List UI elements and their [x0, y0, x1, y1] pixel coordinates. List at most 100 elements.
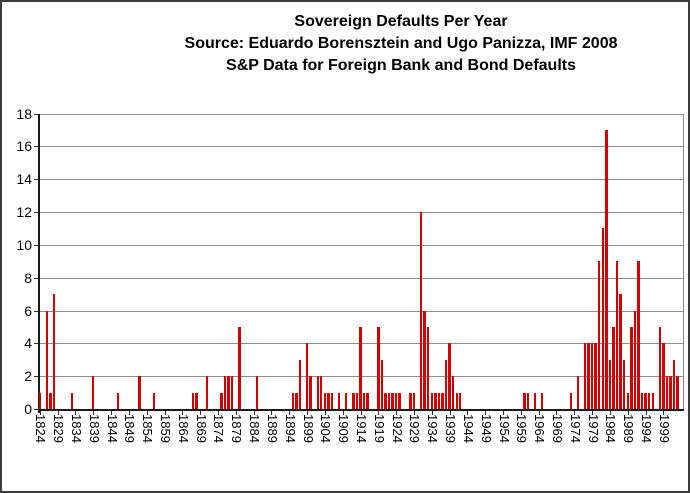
x-axis-tick — [413, 411, 415, 415]
bar-1963 — [533, 392, 537, 409]
y-axis-line — [38, 113, 40, 413]
bar-1941 — [455, 392, 458, 409]
bar-1999 — [662, 343, 665, 409]
x-axis-tick — [235, 411, 237, 415]
bar-1922 — [387, 392, 391, 409]
x-axis-tick — [342, 411, 344, 415]
x-axis-label: 1874 — [211, 414, 227, 443]
x-axis-label: 1909 — [336, 414, 352, 443]
bar-1828 — [52, 294, 56, 409]
y-axis-tick — [34, 146, 38, 148]
y-axis-tick — [34, 179, 38, 181]
bar-1871 — [206, 376, 209, 409]
y-axis-label: 10 — [16, 236, 32, 253]
gridline-y16 — [38, 146, 683, 148]
chart-subtitle-data: S&P Data for Foreign Bank and Bond Defau… — [226, 57, 576, 74]
y-axis-tick — [34, 244, 38, 246]
x-axis-label: 1839 — [86, 414, 102, 443]
bar-1839 — [92, 376, 95, 409]
x-axis-tick — [146, 411, 148, 415]
x-axis-tick — [592, 411, 594, 415]
plot-right-border — [683, 113, 684, 409]
x-axis-tick — [520, 411, 522, 415]
bar-1905 — [327, 392, 330, 409]
bar-1902 — [316, 376, 319, 409]
bar-1942 — [459, 392, 462, 409]
bar-1912 — [352, 392, 355, 409]
bar-1920 — [380, 359, 384, 409]
y-axis-label: 4 — [24, 335, 32, 352]
bar-1990 — [630, 326, 633, 409]
x-axis-label: 1939 — [443, 414, 459, 443]
x-axis-tick — [217, 411, 219, 415]
bar-1982 — [601, 228, 604, 409]
bar-1979 — [590, 343, 594, 409]
x-axis-tick — [57, 411, 59, 415]
bar-1826 — [45, 310, 49, 409]
bar-1846 — [116, 392, 120, 409]
x-axis-tick — [378, 411, 380, 415]
x-axis-label: 1994 — [639, 414, 655, 443]
bar-1868 — [195, 392, 198, 409]
bar-1985 — [612, 326, 615, 409]
chart-title: Sovereign Defaults Per Year — [294, 13, 508, 30]
y-axis-label: 14 — [16, 171, 32, 188]
bar-2000 — [665, 376, 669, 409]
x-axis-tick — [663, 411, 665, 415]
bar-1924 — [394, 392, 398, 409]
x-axis-label: 1959 — [514, 414, 530, 443]
gridline-y6 — [38, 310, 683, 312]
bar-1856 — [152, 392, 155, 409]
bar-1937 — [441, 392, 444, 409]
y-axis-label: 18 — [16, 105, 32, 122]
y-axis-tick — [34, 409, 38, 410]
bar-1916 — [366, 392, 369, 409]
bar-1899 — [305, 343, 309, 409]
x-axis-label: 1824 — [33, 414, 49, 443]
x-axis-label: 1864 — [175, 414, 191, 443]
bar-1875 — [220, 392, 223, 409]
x-axis-label: 1929 — [407, 414, 423, 443]
bar-1928 — [409, 392, 412, 409]
bar-1994 — [644, 392, 647, 409]
gridline-y18 — [38, 113, 683, 115]
bar-1925 — [398, 392, 401, 409]
bar-1975 — [576, 376, 580, 409]
bar-1933 — [427, 326, 430, 409]
bar-1903 — [320, 376, 323, 409]
y-axis-label: 0 — [24, 401, 32, 417]
x-axis-label: 1949 — [478, 414, 494, 443]
x-axis-label: 1924 — [389, 414, 405, 443]
bar-1914 — [359, 326, 362, 409]
x-axis-tick — [360, 411, 362, 415]
bar-1904 — [323, 392, 327, 409]
bar-1880 — [238, 326, 241, 409]
bar-1983 — [605, 129, 608, 409]
bar-1906 — [330, 392, 334, 409]
bar-1998 — [658, 326, 662, 409]
bar-1827 — [49, 392, 52, 409]
gridline-y10 — [38, 244, 683, 246]
x-axis-tick — [253, 411, 255, 415]
y-axis-tick — [34, 277, 38, 279]
x-axis-tick — [609, 411, 611, 415]
bar-1984 — [608, 359, 612, 409]
y-axis-label: 12 — [16, 204, 32, 220]
bar-1986 — [615, 261, 619, 409]
x-axis-tick — [111, 411, 113, 415]
x-axis-label: 1919 — [371, 414, 387, 443]
x-axis-tick — [574, 411, 576, 415]
x-axis-label: 1889 — [264, 414, 280, 443]
bar-1877 — [227, 376, 230, 409]
x-axis-tick — [128, 411, 130, 415]
bar-1936 — [437, 392, 441, 409]
chart-title-block: Sovereign Defaults Per Year Source: Edua… — [122, 11, 680, 77]
bar-1988 — [623, 359, 626, 409]
bar-1938 — [444, 359, 448, 409]
bar-1833 — [70, 392, 74, 409]
bar-1913 — [355, 392, 359, 409]
x-axis-label: 1899 — [300, 414, 316, 443]
x-axis-label: 1894 — [282, 414, 298, 443]
bar-1908 — [337, 392, 341, 409]
